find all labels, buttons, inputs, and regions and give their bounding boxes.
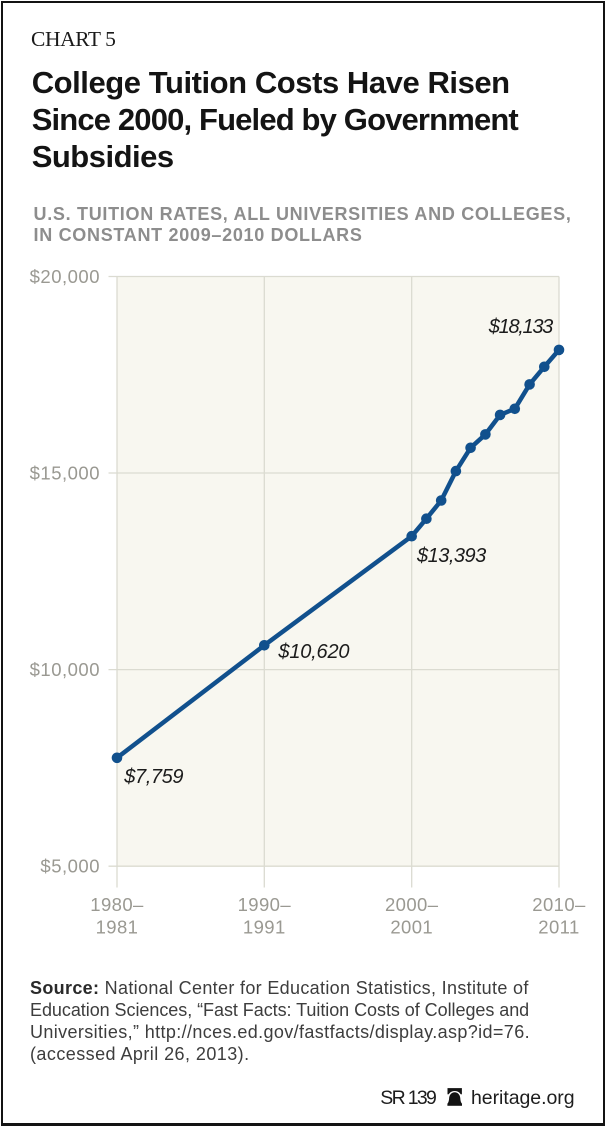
svg-text:1990–1991: 1990– 1991 <box>238 894 292 938</box>
svg-text:$13,393: $13,393 <box>416 545 486 567</box>
svg-text:$15,000: $15,000 <box>30 462 100 483</box>
svg-text:2010–2011: 2010– 2011 <box>532 894 586 938</box>
svg-text:$10,000: $10,000 <box>30 659 100 680</box>
svg-text:$7,759: $7,759 <box>123 766 183 788</box>
svg-text:$20,000: $20,000 <box>30 266 100 287</box>
svg-text:2000–2001: 2000– 2001 <box>385 894 439 938</box>
svg-text:$18,133: $18,133 <box>488 316 553 338</box>
svg-text:$10,620: $10,620 <box>277 641 349 663</box>
svg-text:1980–1981: 1980– 1981 <box>90 894 144 938</box>
svg-text:$5,000: $5,000 <box>40 856 100 877</box>
